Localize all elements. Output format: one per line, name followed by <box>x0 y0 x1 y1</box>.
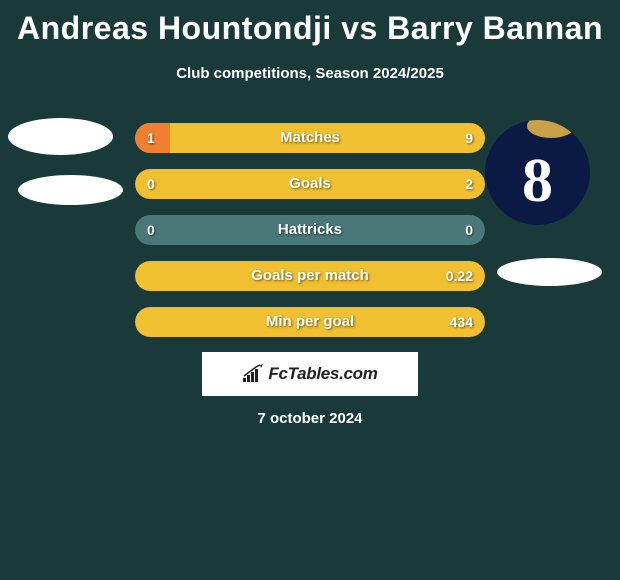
brand-text: FcTables.com <box>268 364 377 384</box>
player-right-avatar: 8 <box>485 120 590 225</box>
stat-bar-bg <box>135 215 485 245</box>
stat-row: 0Goals2 <box>135 169 485 199</box>
stat-bar-bg <box>135 169 485 199</box>
player-left-avatar-placeholder <box>8 118 113 155</box>
stat-bar-bg <box>135 307 485 337</box>
stat-row: 0Hattricks0 <box>135 215 485 245</box>
player-right-jersey-number: 8 <box>522 150 553 212</box>
stat-row: 1Matches9 <box>135 123 485 153</box>
date-text: 7 october 2024 <box>0 410 620 427</box>
stat-row: Goals per match0.22 <box>135 261 485 291</box>
brand-chart-icon <box>242 364 264 384</box>
player-right-logo-placeholder <box>497 258 602 286</box>
player-left-logo-placeholder <box>18 175 123 205</box>
stat-bar-left <box>135 123 170 153</box>
stats-container: 1Matches9 0Goals2 0Hattricks0 Goals per mat… <box>135 123 485 353</box>
stat-bar-right <box>170 123 485 153</box>
stat-row: Min per goal434 <box>135 307 485 337</box>
stat-bar-bg <box>135 261 485 291</box>
page-subtitle: Club competitions, Season 2024/2025 <box>0 65 620 82</box>
brand-box: FcTables.com <box>202 352 418 396</box>
page-title: Andreas Hountondji vs Barry Bannan <box>0 0 620 47</box>
